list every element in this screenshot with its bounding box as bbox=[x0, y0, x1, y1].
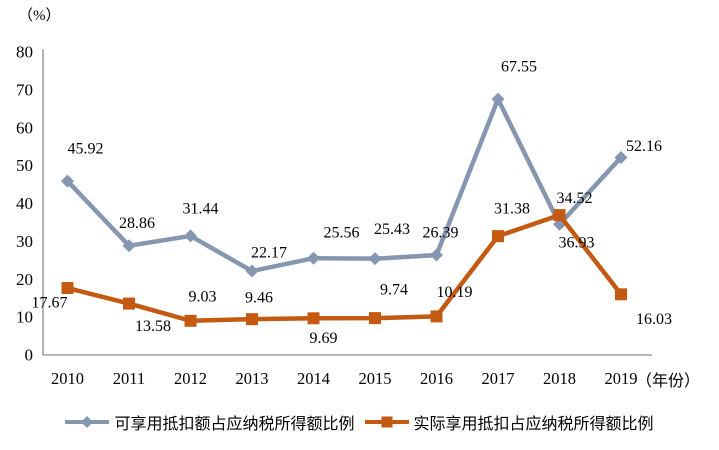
y-tick-label: 10 bbox=[16, 308, 33, 327]
data-label: 9.46 bbox=[245, 290, 273, 307]
diamond-marker bbox=[184, 229, 197, 243]
data-label: 28.86 bbox=[119, 215, 155, 232]
diamond-marker bbox=[491, 92, 505, 106]
y-tick-label: 0 bbox=[25, 346, 34, 365]
square-marker bbox=[615, 288, 627, 301]
data-label: 16.03 bbox=[636, 311, 672, 328]
square-marker bbox=[184, 314, 197, 327]
diamond-marker bbox=[245, 264, 259, 278]
x-tick-label: 2014 bbox=[297, 369, 330, 388]
data-label: 67.55 bbox=[501, 59, 537, 76]
x-tick-label: 2010 bbox=[51, 369, 84, 388]
square-marker bbox=[123, 297, 135, 310]
legend-label-available-deduction-ratio: 可享用抵扣额占应纳税所得额比例 bbox=[114, 416, 355, 433]
y-tick-label: 40 bbox=[16, 194, 33, 213]
data-label: 13.58 bbox=[135, 318, 171, 335]
x-tick-label: 2019 bbox=[605, 369, 638, 388]
data-label: 34.52 bbox=[557, 190, 593, 207]
square-marker bbox=[553, 209, 566, 222]
y-tick-label: 30 bbox=[16, 232, 33, 251]
square-line-marker-icon bbox=[364, 416, 409, 428]
square-marker bbox=[492, 230, 504, 243]
x-tick-label: 2015 bbox=[359, 369, 392, 388]
x-tick-label: 2018 bbox=[543, 369, 576, 388]
data-label: 31.44 bbox=[183, 200, 219, 217]
x-tick-label: 2016 bbox=[420, 369, 453, 388]
x-axis-unit-label: （年份） bbox=[636, 373, 701, 390]
square-marker bbox=[430, 310, 443, 323]
data-label: 52.16 bbox=[626, 138, 662, 155]
data-label: 9.03 bbox=[189, 288, 217, 305]
y-tick-label: 80 bbox=[16, 43, 33, 62]
data-label: 17.67 bbox=[32, 295, 68, 312]
data-label: 10.19 bbox=[437, 284, 473, 301]
x-tick-label: 2012 bbox=[174, 369, 207, 388]
data-label: 26.39 bbox=[423, 225, 459, 242]
data-label: 36.93 bbox=[559, 235, 595, 252]
square-marker bbox=[246, 313, 258, 326]
square-marker bbox=[307, 312, 320, 325]
y-tick-label: 60 bbox=[16, 118, 33, 137]
diamond-line-marker-icon bbox=[65, 416, 110, 428]
square-marker bbox=[369, 312, 381, 325]
chart-legend: 可享用抵扣额占应纳税所得额比例 实际享用抵扣占应纳税所得额比例 bbox=[0, 410, 719, 434]
legend-item-available-deduction-ratio: 可享用抵扣额占应纳税所得额比例 bbox=[65, 410, 355, 434]
legend-label-actual-deduction-ratio: 实际享用抵扣占应纳税所得额比例 bbox=[413, 416, 654, 433]
diamond-marker bbox=[430, 248, 443, 262]
x-tick-label: 2017 bbox=[482, 369, 515, 388]
diamond-marker bbox=[61, 174, 74, 188]
data-label: 22.17 bbox=[251, 245, 287, 262]
diamond-marker bbox=[122, 239, 136, 253]
y-tick-label: 20 bbox=[16, 270, 33, 289]
data-label: 9.74 bbox=[380, 282, 408, 299]
actual-ratio-line bbox=[66, 212, 623, 324]
y-axis-unit-label: （%） bbox=[18, 8, 61, 24]
legend-item-actual-deduction-ratio: 实际享用抵扣占应纳税所得额比例 bbox=[364, 410, 654, 434]
y-tick-label: 50 bbox=[16, 156, 33, 175]
diamond-marker bbox=[307, 251, 320, 265]
square-marker bbox=[61, 282, 74, 295]
data-label: 25.56 bbox=[324, 225, 360, 242]
x-tick-label: 2011 bbox=[113, 369, 145, 388]
y-tick-label: 70 bbox=[16, 80, 33, 99]
available-ratio-line bbox=[65, 93, 623, 274]
diamond-marker bbox=[614, 150, 628, 164]
data-label: 25.43 bbox=[374, 221, 410, 238]
data-label: 9.69 bbox=[310, 330, 338, 347]
data-label: 31.38 bbox=[494, 201, 530, 218]
x-tick-label: 2013 bbox=[236, 369, 269, 388]
data-label: 45.92 bbox=[68, 141, 104, 158]
diamond-marker bbox=[368, 252, 382, 266]
